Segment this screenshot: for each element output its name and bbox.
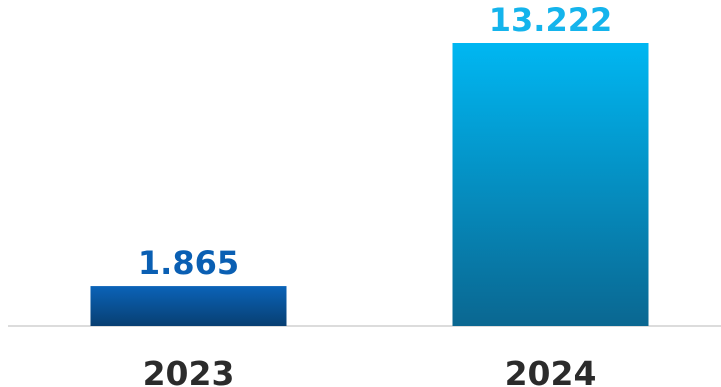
category-label-2023: 2023 — [143, 354, 235, 387]
category-label-2024: 2024 — [505, 354, 597, 387]
bar-2024 — [452, 43, 649, 326]
bar-2023 — [90, 286, 287, 326]
bars-layer: 1.865 2023 13.222 2024 — [90, 1, 649, 387]
value-label-2024: 13.222 — [489, 1, 612, 39]
value-label-2023: 1.865 — [138, 244, 239, 282]
